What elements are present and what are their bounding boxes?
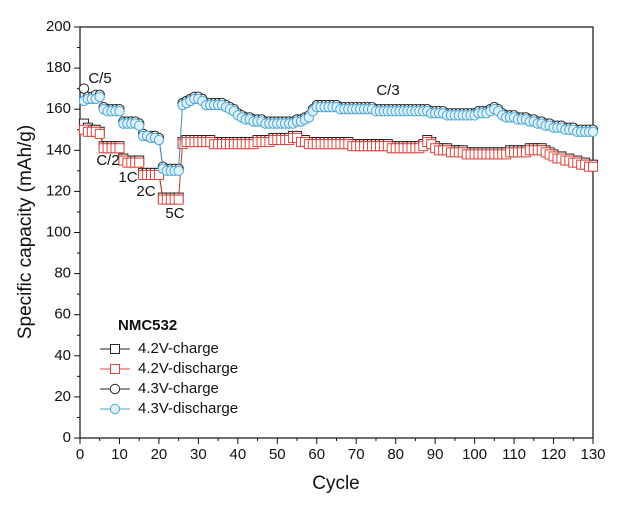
y-tick-label: 100: [46, 223, 71, 240]
marker: [134, 157, 145, 168]
y-tick-label: 60: [54, 306, 71, 323]
x-tick-label: 100: [462, 446, 487, 463]
x-tick-label: 70: [348, 446, 365, 463]
marker: [114, 106, 125, 117]
legend-marker: [110, 364, 120, 374]
marker: [173, 194, 184, 205]
legend-marker: [110, 344, 120, 354]
marker: [588, 161, 598, 172]
y-tick-label: 120: [46, 182, 71, 199]
marker: [133, 120, 145, 131]
x-tick-label: 120: [541, 446, 566, 463]
y-tick-label: 80: [54, 265, 71, 282]
x-tick-label: 50: [269, 446, 286, 463]
annotation: C/2: [96, 152, 119, 169]
y-tick-label: 160: [46, 100, 71, 117]
x-tick-label: 130: [580, 446, 605, 463]
legend-label: 4.3V-charge: [138, 380, 219, 397]
series: [78, 124, 598, 205]
annotation: 1C: [118, 169, 137, 186]
annotation: C/3: [376, 82, 399, 99]
marker: [94, 128, 105, 139]
x-tick-label: 110: [502, 446, 526, 463]
y-tick-label: 40: [54, 347, 71, 364]
marker: [114, 143, 125, 154]
x-tick-label: 80: [387, 446, 404, 463]
series: [78, 91, 599, 177]
legend-marker: [109, 383, 121, 395]
legend-label: 4.2V-charge: [138, 340, 219, 357]
marker: [587, 126, 599, 138]
legend-title: NMC532: [118, 317, 177, 334]
x-tick-label: 60: [308, 446, 325, 463]
annotation: 2C: [136, 183, 155, 200]
annotation: 5C: [165, 205, 184, 222]
marker: [153, 134, 165, 146]
y-tick-label: 200: [46, 18, 71, 35]
legend-marker: [109, 403, 121, 415]
x-tick-label: 10: [111, 446, 128, 463]
y-tick-label: 180: [46, 59, 71, 76]
x-tick-label: 0: [76, 446, 84, 463]
marker: [173, 165, 184, 177]
x-tick-label: 20: [151, 446, 168, 463]
legend-label: 4.2V-discharge: [138, 360, 238, 377]
x-tick-label: 30: [190, 446, 207, 463]
marker: [94, 91, 105, 103]
y-tick-label: 20: [54, 388, 71, 405]
y-tick-label: 0: [63, 429, 71, 446]
x-tick-label: 90: [427, 446, 444, 463]
x-axis-title: Cycle: [312, 473, 360, 494]
x-tick-label: 40: [230, 446, 247, 463]
legend-label: 4.3V-discharge: [138, 400, 238, 417]
series: [78, 83, 599, 174]
marker: [78, 83, 90, 94]
annotation: C/5: [88, 70, 111, 87]
y-tick-label: 140: [46, 141, 71, 158]
y-axis-title: Specific capacity (mAh/g): [15, 125, 36, 339]
